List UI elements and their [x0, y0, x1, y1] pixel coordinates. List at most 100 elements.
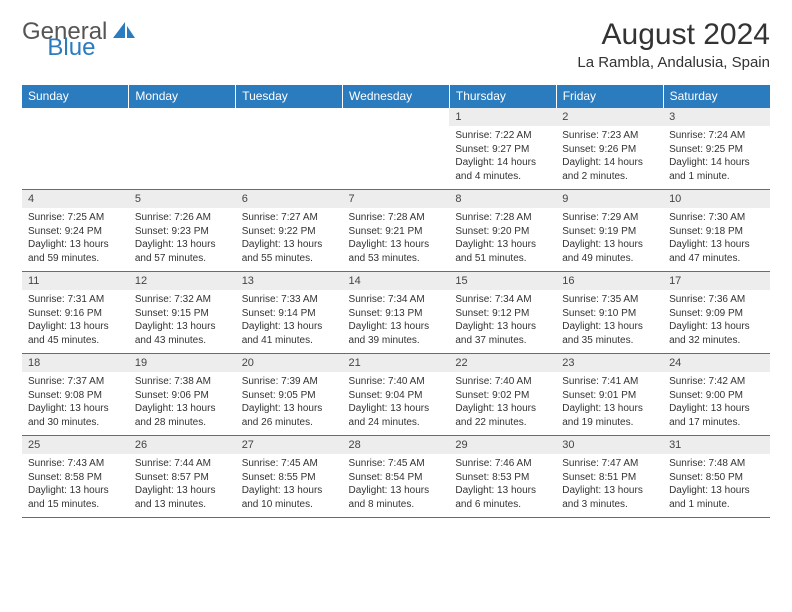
day-number: 2 — [556, 108, 663, 126]
calendar-cell: 16Sunrise: 7:35 AMSunset: 9:10 PMDayligh… — [556, 272, 663, 354]
day-info: Sunrise: 7:32 AMSunset: 9:15 PMDaylight:… — [129, 290, 236, 353]
day-number: 24 — [663, 354, 770, 372]
calendar-cell: 9Sunrise: 7:29 AMSunset: 9:19 PMDaylight… — [556, 190, 663, 272]
day-number: 3 — [663, 108, 770, 126]
calendar-row: 25Sunrise: 7:43 AMSunset: 8:58 PMDayligh… — [22, 436, 770, 518]
calendar-cell — [236, 108, 343, 190]
day-number: 22 — [449, 354, 556, 372]
calendar-row: 1Sunrise: 7:22 AMSunset: 9:27 PMDaylight… — [22, 108, 770, 190]
day-info: Sunrise: 7:22 AMSunset: 9:27 PMDaylight:… — [449, 126, 556, 189]
day-number: 10 — [663, 190, 770, 208]
day-number: 26 — [129, 436, 236, 454]
day-info: Sunrise: 7:39 AMSunset: 9:05 PMDaylight:… — [236, 372, 343, 435]
day-number: 8 — [449, 190, 556, 208]
day-header: Tuesday — [236, 85, 343, 108]
day-info: Sunrise: 7:45 AMSunset: 8:55 PMDaylight:… — [236, 454, 343, 517]
logo-sail-icon — [111, 20, 137, 45]
day-number: 4 — [22, 190, 129, 208]
day-number: 21 — [343, 354, 450, 372]
day-header: Thursday — [449, 85, 556, 108]
day-info: Sunrise: 7:29 AMSunset: 9:19 PMDaylight:… — [556, 208, 663, 271]
day-info: Sunrise: 7:46 AMSunset: 8:53 PMDaylight:… — [449, 454, 556, 517]
calendar-row: 11Sunrise: 7:31 AMSunset: 9:16 PMDayligh… — [22, 272, 770, 354]
page-subtitle: La Rambla, Andalusia, Spain — [577, 54, 770, 71]
day-info: Sunrise: 7:34 AMSunset: 9:13 PMDaylight:… — [343, 290, 450, 353]
day-number: 9 — [556, 190, 663, 208]
day-info: Sunrise: 7:25 AMSunset: 9:24 PMDaylight:… — [22, 208, 129, 271]
day-info: Sunrise: 7:23 AMSunset: 9:26 PMDaylight:… — [556, 126, 663, 189]
calendar-cell: 25Sunrise: 7:43 AMSunset: 8:58 PMDayligh… — [22, 436, 129, 518]
header: General Blue August 2024 La Rambla, Anda… — [22, 18, 770, 71]
calendar-body: 1Sunrise: 7:22 AMSunset: 9:27 PMDaylight… — [22, 108, 770, 518]
calendar-cell: 14Sunrise: 7:34 AMSunset: 9:13 PMDayligh… — [343, 272, 450, 354]
day-number: 31 — [663, 436, 770, 454]
calendar-cell: 27Sunrise: 7:45 AMSunset: 8:55 PMDayligh… — [236, 436, 343, 518]
calendar-cell — [22, 108, 129, 190]
day-info: Sunrise: 7:24 AMSunset: 9:25 PMDaylight:… — [663, 126, 770, 189]
calendar-row: 18Sunrise: 7:37 AMSunset: 9:08 PMDayligh… — [22, 354, 770, 436]
calendar-row: 4Sunrise: 7:25 AMSunset: 9:24 PMDaylight… — [22, 190, 770, 272]
calendar-cell: 26Sunrise: 7:44 AMSunset: 8:57 PMDayligh… — [129, 436, 236, 518]
day-number: 15 — [449, 272, 556, 290]
day-info: Sunrise: 7:31 AMSunset: 9:16 PMDaylight:… — [22, 290, 129, 353]
calendar-cell: 4Sunrise: 7:25 AMSunset: 9:24 PMDaylight… — [22, 190, 129, 272]
day-header: Monday — [129, 85, 236, 108]
calendar-table: SundayMondayTuesdayWednesdayThursdayFrid… — [22, 85, 770, 518]
day-number: 11 — [22, 272, 129, 290]
day-header: Friday — [556, 85, 663, 108]
day-info: Sunrise: 7:47 AMSunset: 8:51 PMDaylight:… — [556, 454, 663, 517]
calendar-cell — [129, 108, 236, 190]
day-number: 28 — [343, 436, 450, 454]
day-number: 18 — [22, 354, 129, 372]
calendar-cell: 31Sunrise: 7:48 AMSunset: 8:50 PMDayligh… — [663, 436, 770, 518]
calendar-cell: 30Sunrise: 7:47 AMSunset: 8:51 PMDayligh… — [556, 436, 663, 518]
calendar-cell: 21Sunrise: 7:40 AMSunset: 9:04 PMDayligh… — [343, 354, 450, 436]
page-title: August 2024 — [577, 18, 770, 52]
calendar-cell: 7Sunrise: 7:28 AMSunset: 9:21 PMDaylight… — [343, 190, 450, 272]
calendar-cell: 11Sunrise: 7:31 AMSunset: 9:16 PMDayligh… — [22, 272, 129, 354]
day-info: Sunrise: 7:48 AMSunset: 8:50 PMDaylight:… — [663, 454, 770, 517]
logo-text-2: Blue — [47, 34, 95, 62]
day-number: 20 — [236, 354, 343, 372]
day-info: Sunrise: 7:41 AMSunset: 9:01 PMDaylight:… — [556, 372, 663, 435]
calendar-cell: 17Sunrise: 7:36 AMSunset: 9:09 PMDayligh… — [663, 272, 770, 354]
day-info: Sunrise: 7:28 AMSunset: 9:21 PMDaylight:… — [343, 208, 450, 271]
day-info: Sunrise: 7:30 AMSunset: 9:18 PMDaylight:… — [663, 208, 770, 271]
logo: General Blue — [22, 18, 189, 46]
day-info: Sunrise: 7:44 AMSunset: 8:57 PMDaylight:… — [129, 454, 236, 517]
day-info: Sunrise: 7:42 AMSunset: 9:00 PMDaylight:… — [663, 372, 770, 435]
calendar-cell: 15Sunrise: 7:34 AMSunset: 9:12 PMDayligh… — [449, 272, 556, 354]
calendar-cell: 2Sunrise: 7:23 AMSunset: 9:26 PMDaylight… — [556, 108, 663, 190]
day-info: Sunrise: 7:40 AMSunset: 9:02 PMDaylight:… — [449, 372, 556, 435]
day-header: Sunday — [22, 85, 129, 108]
day-number: 25 — [22, 436, 129, 454]
day-number: 14 — [343, 272, 450, 290]
day-info: Sunrise: 7:45 AMSunset: 8:54 PMDaylight:… — [343, 454, 450, 517]
day-number: 23 — [556, 354, 663, 372]
day-info: Sunrise: 7:33 AMSunset: 9:14 PMDaylight:… — [236, 290, 343, 353]
calendar-cell: 24Sunrise: 7:42 AMSunset: 9:00 PMDayligh… — [663, 354, 770, 436]
calendar-cell: 5Sunrise: 7:26 AMSunset: 9:23 PMDaylight… — [129, 190, 236, 272]
calendar-cell: 13Sunrise: 7:33 AMSunset: 9:14 PMDayligh… — [236, 272, 343, 354]
day-info: Sunrise: 7:38 AMSunset: 9:06 PMDaylight:… — [129, 372, 236, 435]
calendar-cell: 19Sunrise: 7:38 AMSunset: 9:06 PMDayligh… — [129, 354, 236, 436]
calendar-cell: 20Sunrise: 7:39 AMSunset: 9:05 PMDayligh… — [236, 354, 343, 436]
day-number: 6 — [236, 190, 343, 208]
calendar-cell — [343, 108, 450, 190]
day-info: Sunrise: 7:34 AMSunset: 9:12 PMDaylight:… — [449, 290, 556, 353]
calendar-cell: 28Sunrise: 7:45 AMSunset: 8:54 PMDayligh… — [343, 436, 450, 518]
calendar-cell: 29Sunrise: 7:46 AMSunset: 8:53 PMDayligh… — [449, 436, 556, 518]
day-header: Wednesday — [343, 85, 450, 108]
calendar-cell: 18Sunrise: 7:37 AMSunset: 9:08 PMDayligh… — [22, 354, 129, 436]
day-number: 19 — [129, 354, 236, 372]
calendar-cell: 22Sunrise: 7:40 AMSunset: 9:02 PMDayligh… — [449, 354, 556, 436]
day-number: 17 — [663, 272, 770, 290]
day-info: Sunrise: 7:37 AMSunset: 9:08 PMDaylight:… — [22, 372, 129, 435]
calendar-cell: 8Sunrise: 7:28 AMSunset: 9:20 PMDaylight… — [449, 190, 556, 272]
day-header: Saturday — [663, 85, 770, 108]
title-block: August 2024 La Rambla, Andalusia, Spain — [577, 18, 770, 71]
day-number: 29 — [449, 436, 556, 454]
day-info: Sunrise: 7:40 AMSunset: 9:04 PMDaylight:… — [343, 372, 450, 435]
day-info: Sunrise: 7:36 AMSunset: 9:09 PMDaylight:… — [663, 290, 770, 353]
day-number: 16 — [556, 272, 663, 290]
